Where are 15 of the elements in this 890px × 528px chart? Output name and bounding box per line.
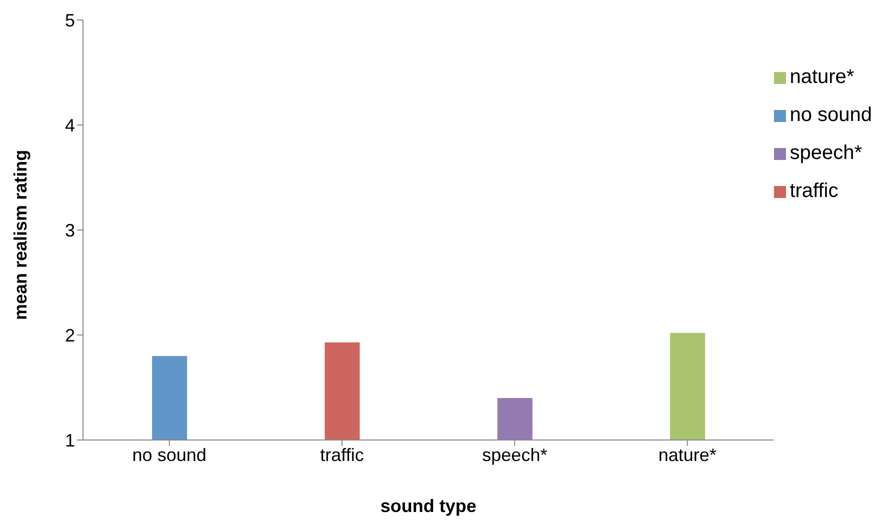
legend-label: speech* — [790, 142, 862, 164]
y-tick-label: 3 — [64, 220, 75, 240]
x-tick-label: nature* — [658, 444, 716, 465]
y-tick-label: 2 — [64, 325, 75, 346]
x-tick-label: speech* — [482, 444, 548, 465]
x-axis-title: sound type — [380, 496, 476, 516]
y-axis-title: mean realism rating — [10, 150, 30, 320]
y-tick-label: 1 — [64, 430, 75, 450]
y-tick-label: 4 — [64, 115, 75, 136]
y-tick-label: 5 — [64, 10, 75, 30]
x-tick-label: no sound — [132, 444, 206, 465]
x-tick-label: traffic — [320, 444, 364, 465]
legend-label: nature* — [790, 66, 854, 88]
legend-label: no sound — [790, 104, 872, 126]
legend-label: traffic — [790, 180, 838, 202]
